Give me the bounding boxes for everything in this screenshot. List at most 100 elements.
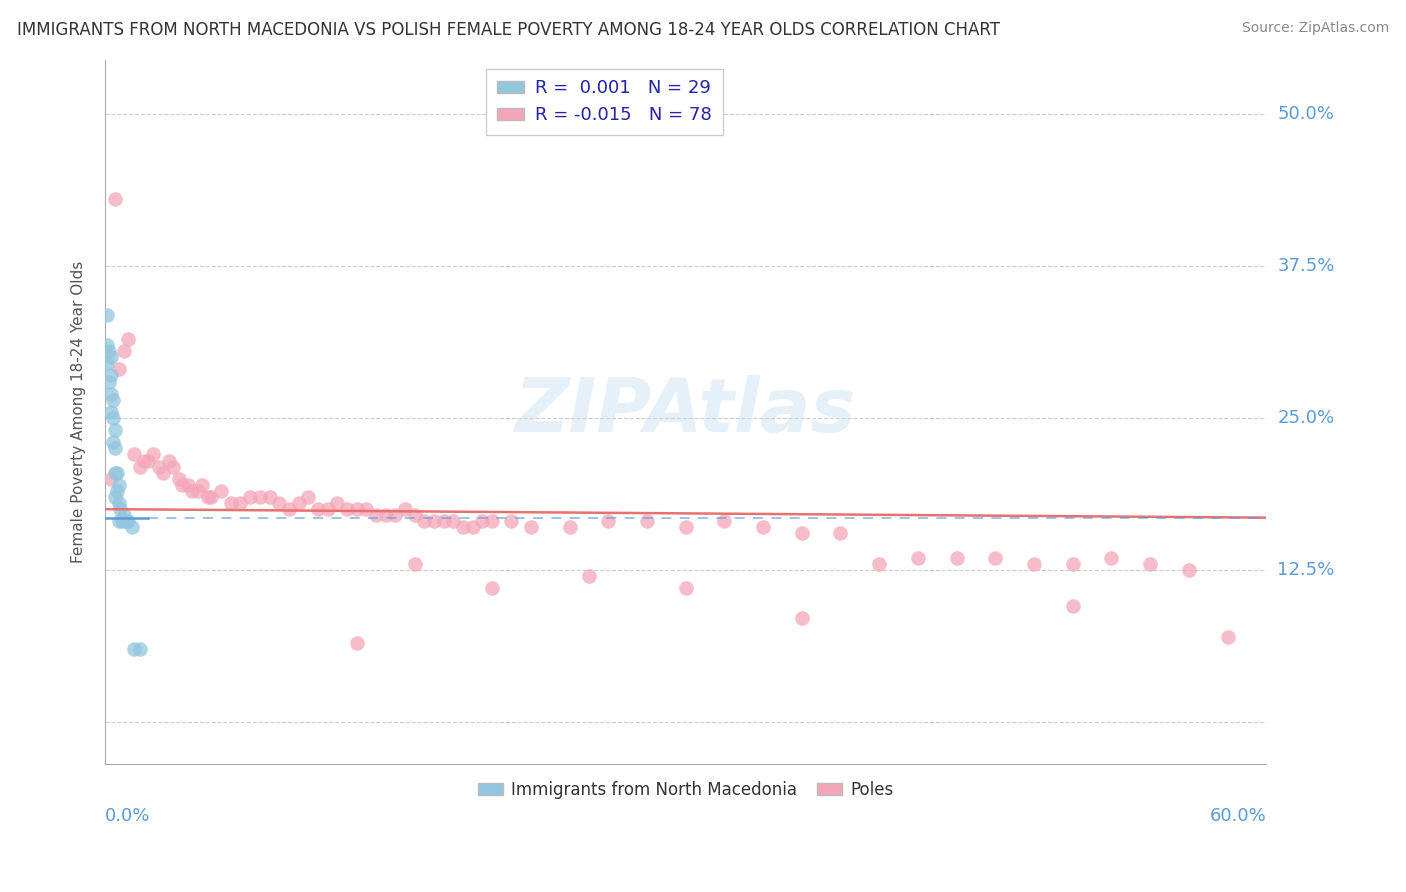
Poles [413, 514, 436, 528]
Poles [326, 496, 349, 510]
Poles [1216, 630, 1239, 644]
Poles [461, 520, 484, 534]
Immigrants from North Macedonia [110, 502, 132, 516]
Immigrants from North Macedonia [107, 496, 129, 510]
Poles [152, 466, 174, 480]
Poles [675, 581, 697, 595]
Poles [187, 483, 209, 498]
Poles [197, 490, 219, 504]
Poles [162, 459, 184, 474]
Poles [307, 502, 329, 516]
Immigrants from North Macedonia [96, 338, 118, 352]
Poles [356, 502, 378, 516]
Poles [1178, 563, 1201, 577]
Poles [520, 520, 543, 534]
Poles [346, 502, 368, 516]
Poles [481, 514, 503, 528]
Poles [122, 447, 145, 461]
Immigrants from North Macedonia [100, 368, 122, 383]
Poles [441, 514, 464, 528]
Poles [675, 520, 697, 534]
Text: 12.5%: 12.5% [1278, 561, 1334, 579]
Poles [1139, 557, 1161, 571]
Poles [404, 508, 426, 523]
Immigrants from North Macedonia [100, 386, 122, 401]
Poles [239, 490, 262, 504]
Immigrants from North Macedonia [111, 514, 134, 528]
Poles [259, 490, 281, 504]
Poles [200, 490, 222, 504]
Poles [1062, 599, 1084, 614]
Immigrants from North Macedonia [101, 411, 124, 425]
Poles [404, 557, 426, 571]
Immigrants from North Macedonia [97, 344, 120, 359]
Immigrants from North Macedonia [112, 508, 135, 523]
Text: 25.0%: 25.0% [1278, 409, 1334, 427]
Poles [128, 459, 150, 474]
Poles [209, 483, 232, 498]
Immigrants from North Macedonia [104, 423, 127, 437]
Poles [907, 550, 929, 565]
Poles [229, 496, 252, 510]
Text: Source: ZipAtlas.com: Source: ZipAtlas.com [1241, 21, 1389, 35]
Poles [172, 478, 194, 492]
Poles [277, 502, 299, 516]
Immigrants from North Macedonia [104, 466, 127, 480]
Legend: Immigrants from North Macedonia, Poles: Immigrants from North Macedonia, Poles [471, 774, 900, 805]
Poles [336, 502, 359, 516]
Text: 50.0%: 50.0% [1278, 105, 1334, 123]
Poles [177, 478, 200, 492]
Poles [117, 332, 139, 346]
Immigrants from North Macedonia [117, 514, 139, 528]
Immigrants from North Macedonia [101, 435, 124, 450]
Poles [1062, 557, 1084, 571]
Poles [249, 490, 271, 504]
Text: 60.0%: 60.0% [1209, 806, 1267, 824]
Poles [790, 611, 813, 625]
Immigrants from North Macedonia [122, 641, 145, 656]
Poles [269, 496, 291, 510]
Poles [1099, 550, 1122, 565]
Poles [136, 453, 159, 467]
Poles [471, 514, 494, 528]
Poles [112, 344, 135, 359]
Immigrants from North Macedonia [104, 442, 127, 456]
Immigrants from North Macedonia [105, 466, 128, 480]
Y-axis label: Female Poverty Among 18-24 Year Olds: Female Poverty Among 18-24 Year Olds [72, 260, 86, 563]
Poles [107, 362, 129, 376]
Immigrants from North Macedonia [107, 514, 129, 528]
Poles [713, 514, 735, 528]
Immigrants from North Macedonia [96, 356, 118, 370]
Poles [374, 508, 396, 523]
Poles [501, 514, 523, 528]
Poles [433, 514, 456, 528]
Poles [384, 508, 406, 523]
Poles [100, 472, 122, 486]
Immigrants from North Macedonia [128, 641, 150, 656]
Poles [346, 636, 368, 650]
Poles [394, 502, 416, 516]
Poles [157, 453, 180, 467]
Poles [558, 520, 581, 534]
Text: 0.0%: 0.0% [105, 806, 150, 824]
Immigrants from North Macedonia [96, 308, 118, 322]
Immigrants from North Macedonia [97, 375, 120, 389]
Poles [481, 581, 503, 595]
Poles [578, 569, 600, 583]
Immigrants from North Macedonia [107, 478, 129, 492]
Poles [752, 520, 775, 534]
Poles [104, 192, 127, 206]
Immigrants from North Macedonia [105, 483, 128, 498]
Poles [316, 502, 339, 516]
Immigrants from North Macedonia [101, 392, 124, 407]
Poles [790, 526, 813, 541]
Poles [167, 472, 190, 486]
Poles [1022, 557, 1045, 571]
Text: 37.5%: 37.5% [1278, 257, 1334, 275]
Immigrants from North Macedonia [121, 520, 143, 534]
Poles [451, 520, 474, 534]
Poles [423, 514, 446, 528]
Text: ZIPAtlas: ZIPAtlas [515, 376, 856, 449]
Poles [984, 550, 1007, 565]
Immigrants from North Macedonia [115, 514, 138, 528]
